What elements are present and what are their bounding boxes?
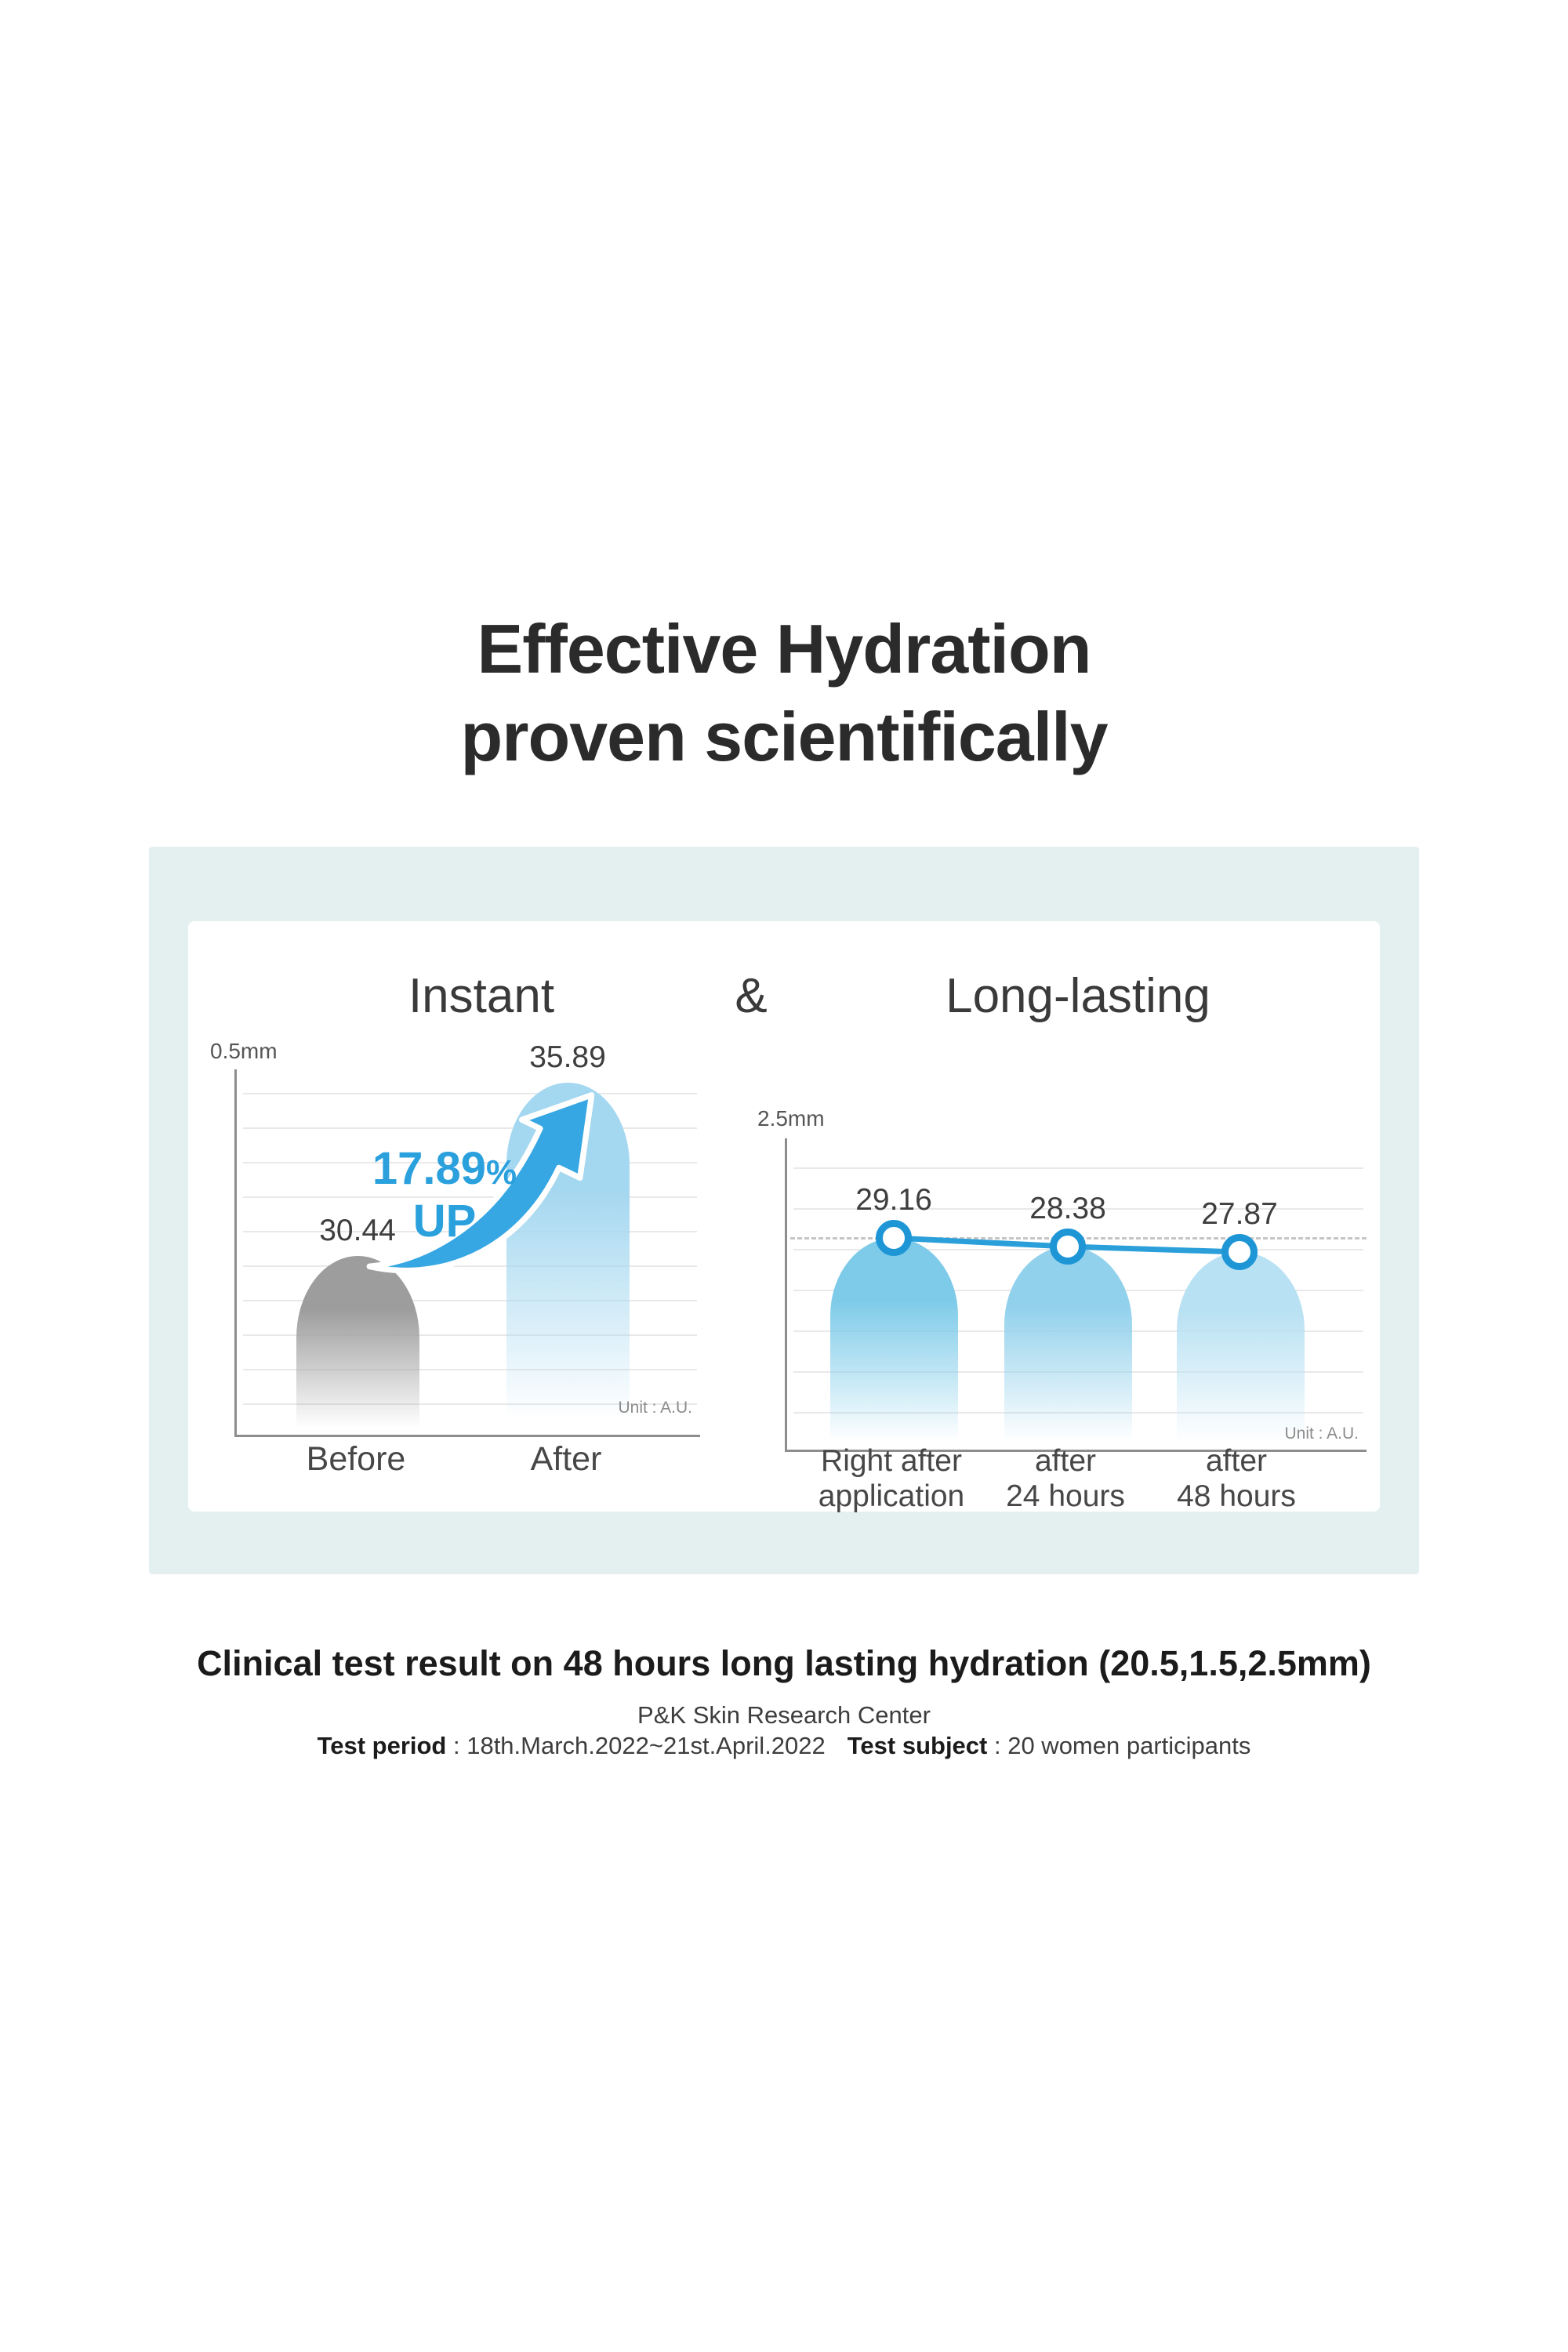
bar-after-48-hours	[1177, 1252, 1305, 1450]
caption-research-center: P&K Skin Research Center	[637, 1701, 931, 1729]
bar-after-24-hours	[1004, 1247, 1132, 1450]
value-label-after: 35.89	[529, 1040, 606, 1074]
x-label-right-after-application: Right after application	[818, 1444, 965, 1513]
instant-chart-title: Instant	[408, 969, 555, 1023]
test-period-value: : 18th.March.2022~21st.April.2022	[446, 1732, 826, 1759]
results-panel: Instant & Long-lasting 0.5mm 30.44 35.89…	[149, 847, 1419, 1574]
value-label-0: 29.16	[855, 1183, 932, 1217]
test-subject-value: : 20 women participants	[987, 1732, 1251, 1759]
longlasting-axis-label: 2.5mm	[757, 1106, 825, 1131]
value-label-1: 28.38	[1029, 1192, 1106, 1225]
longlasting-chart-title: Long-lasting	[946, 969, 1210, 1023]
ampersand: &	[735, 969, 768, 1023]
unit-note: Unit : A.U.	[1284, 1425, 1359, 1443]
page-title: Effective Hydration proven scientificall…	[0, 605, 1568, 781]
x-label-before: Before	[306, 1440, 406, 1478]
gridline	[243, 1265, 697, 1267]
x-label-after-24-hours: after 24 hours	[1006, 1444, 1125, 1513]
uplift-word: UP	[412, 1196, 477, 1247]
x-label-after-48-hours: after 48 hours	[1177, 1444, 1296, 1513]
title-line-1: Effective Hydration	[477, 610, 1092, 688]
instant-plot-area: 30.44 35.89 17.89% UP Unit : A.U.	[234, 1040, 700, 1437]
x-label-after: After	[530, 1440, 602, 1478]
test-subject-label: Test subject	[847, 1732, 988, 1759]
gridline	[243, 1162, 697, 1163]
instant-axis-label: 0.5mm	[210, 1039, 278, 1063]
gridline	[793, 1167, 1363, 1169]
gridline	[243, 1369, 697, 1370]
gridline	[793, 1208, 1363, 1210]
caption-headline: Clinical test result on 48 hours long la…	[197, 1643, 1371, 1683]
value-label-before: 30.44	[319, 1214, 396, 1247]
test-period-label: Test period	[317, 1732, 447, 1759]
value-label-2: 27.87	[1201, 1197, 1278, 1231]
data-point-marker	[1221, 1234, 1258, 1270]
gridline	[243, 1403, 697, 1405]
unit-note: Unit : A.U.	[618, 1399, 692, 1417]
gridline	[243, 1093, 697, 1094]
longlasting-plot-area: 29.16 28.38 27.87 Unit : A.U.	[785, 1138, 1367, 1452]
uplift-annotation: 17.89% UP	[331, 1145, 558, 1246]
caption-test-details: Test period : 18th.March.2022~21st.April…	[0, 1732, 1568, 1760]
bar-right-after-application	[830, 1238, 958, 1450]
title-line-2: proven scientifically	[460, 698, 1108, 775]
gridline	[243, 1300, 697, 1301]
up-arrow-icon	[366, 1092, 595, 1274]
gridline	[243, 1127, 697, 1129]
gridline	[243, 1334, 697, 1336]
results-card: Instant & Long-lasting 0.5mm 30.44 35.89…	[188, 921, 1380, 1513]
uplift-percent: 17.89%	[372, 1143, 517, 1194]
bar-before	[296, 1256, 419, 1435]
gridline	[243, 1196, 697, 1198]
data-point-marker	[1050, 1229, 1086, 1265]
data-point-marker	[876, 1220, 912, 1256]
